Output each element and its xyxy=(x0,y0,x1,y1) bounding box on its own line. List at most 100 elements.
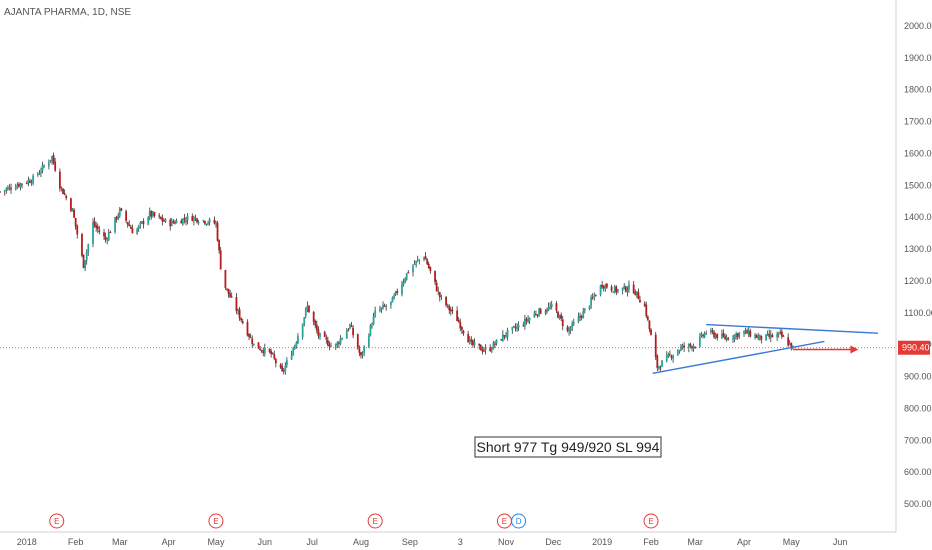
candle-up xyxy=(769,334,772,338)
y-tick-label: 500.00 xyxy=(904,499,932,509)
dividend-marker-circle[interactable] xyxy=(511,513,527,529)
candle-down xyxy=(325,337,328,340)
candle-down xyxy=(383,305,386,307)
candle-down xyxy=(129,226,132,229)
candle-down xyxy=(103,232,105,237)
candle-up xyxy=(516,326,518,329)
candle-up xyxy=(446,304,449,306)
candle-up xyxy=(391,296,394,303)
candle-up xyxy=(339,338,342,344)
candle-up xyxy=(5,188,8,191)
candle-down xyxy=(54,161,57,171)
candle-up xyxy=(547,306,550,311)
candle-up xyxy=(703,333,706,338)
x-tick-label: Aug xyxy=(353,537,369,547)
candle-up xyxy=(661,360,663,367)
candle-down xyxy=(347,329,350,331)
candle-down xyxy=(514,327,517,329)
candle-down xyxy=(74,217,77,227)
candle-down xyxy=(522,325,525,327)
candle-down xyxy=(659,367,662,369)
candle-down xyxy=(213,219,216,224)
candle-up xyxy=(106,239,109,241)
y-tick-label: 1800.00 xyxy=(904,85,932,95)
x-tick-label: Feb xyxy=(643,537,659,547)
candle-down xyxy=(424,256,427,260)
trendline-lower[interactable] xyxy=(652,340,825,375)
candle-up xyxy=(582,311,585,319)
earnings-marker-circle[interactable] xyxy=(208,513,224,529)
candle-down xyxy=(561,319,564,327)
candle-down xyxy=(407,272,410,274)
candle-up xyxy=(423,257,425,260)
y-tick-label: 1500.00 xyxy=(904,180,932,190)
candle-up xyxy=(41,165,44,171)
candle-down xyxy=(360,352,362,356)
candle-up xyxy=(599,285,602,296)
annotation-box[interactable]: Short 977 Tg 949/920 SL 994 xyxy=(474,436,662,458)
candle-down xyxy=(601,284,604,288)
candle-up xyxy=(345,330,348,339)
candle-up xyxy=(604,284,607,290)
candle-up xyxy=(85,251,88,261)
earnings-marker-circle[interactable] xyxy=(367,513,383,529)
candle-down xyxy=(449,309,452,312)
candle-up xyxy=(501,334,504,342)
candle-down xyxy=(456,310,459,322)
candle-down xyxy=(694,346,697,348)
candle-down xyxy=(308,305,310,313)
price-axis[interactable]: 500.00600.00700.00800.00900.001000.00110… xyxy=(898,21,932,509)
candle-down xyxy=(396,291,399,294)
candle-up xyxy=(568,329,570,332)
candle-down xyxy=(438,292,441,298)
target-arrow-head xyxy=(850,345,859,354)
x-tick-label: Jul xyxy=(306,537,318,547)
candle-down xyxy=(81,234,83,256)
candle-down xyxy=(58,171,61,189)
candle-up xyxy=(593,295,596,297)
candle-down xyxy=(142,220,145,225)
candle-down xyxy=(104,236,107,240)
candle-down xyxy=(356,334,359,349)
candle-down xyxy=(98,230,101,232)
trendline-upper[interactable] xyxy=(706,323,879,334)
candle-up xyxy=(202,220,205,222)
candle-down xyxy=(427,263,430,269)
earnings-marker-label: E xyxy=(54,517,59,526)
candle-up xyxy=(544,311,547,313)
candle-up xyxy=(788,343,791,345)
candle-down xyxy=(722,333,725,337)
candle-down xyxy=(749,330,752,337)
candle-down xyxy=(713,332,715,338)
candle-down xyxy=(204,221,206,224)
y-tick-label: 1200.00 xyxy=(904,276,932,286)
candle-up xyxy=(678,350,681,352)
earnings-marker-circle[interactable] xyxy=(49,513,65,529)
candle-up xyxy=(590,297,593,306)
time-axis[interactable]: 2018 Feb Mar Apr May Jun Jul Aug Sep 3 Nov Dec 2019 F… xyxy=(17,537,848,547)
candle-down xyxy=(645,304,648,317)
candle-up xyxy=(6,187,9,190)
candle-up xyxy=(303,317,306,324)
candle-down xyxy=(323,331,326,337)
candle-down xyxy=(639,299,641,303)
candle-down xyxy=(489,347,492,352)
x-tick-label: 2019 xyxy=(592,537,612,547)
x-tick-label: 3 xyxy=(458,537,463,547)
candle-up xyxy=(148,211,151,218)
y-tick-label: 1600.00 xyxy=(904,148,932,158)
candle-up xyxy=(38,173,41,175)
earnings-marker-circle[interactable] xyxy=(643,513,659,529)
x-tick-label: Apr xyxy=(162,537,176,547)
candle-down xyxy=(95,225,98,228)
candle-down xyxy=(481,349,484,352)
candle-up xyxy=(743,330,745,334)
candle-down xyxy=(163,220,165,222)
candle-down xyxy=(459,322,462,329)
candle-up xyxy=(361,354,364,356)
candle-up xyxy=(413,264,416,266)
candle-down xyxy=(779,331,782,333)
candle-up xyxy=(380,307,383,310)
candle-up xyxy=(306,305,309,310)
